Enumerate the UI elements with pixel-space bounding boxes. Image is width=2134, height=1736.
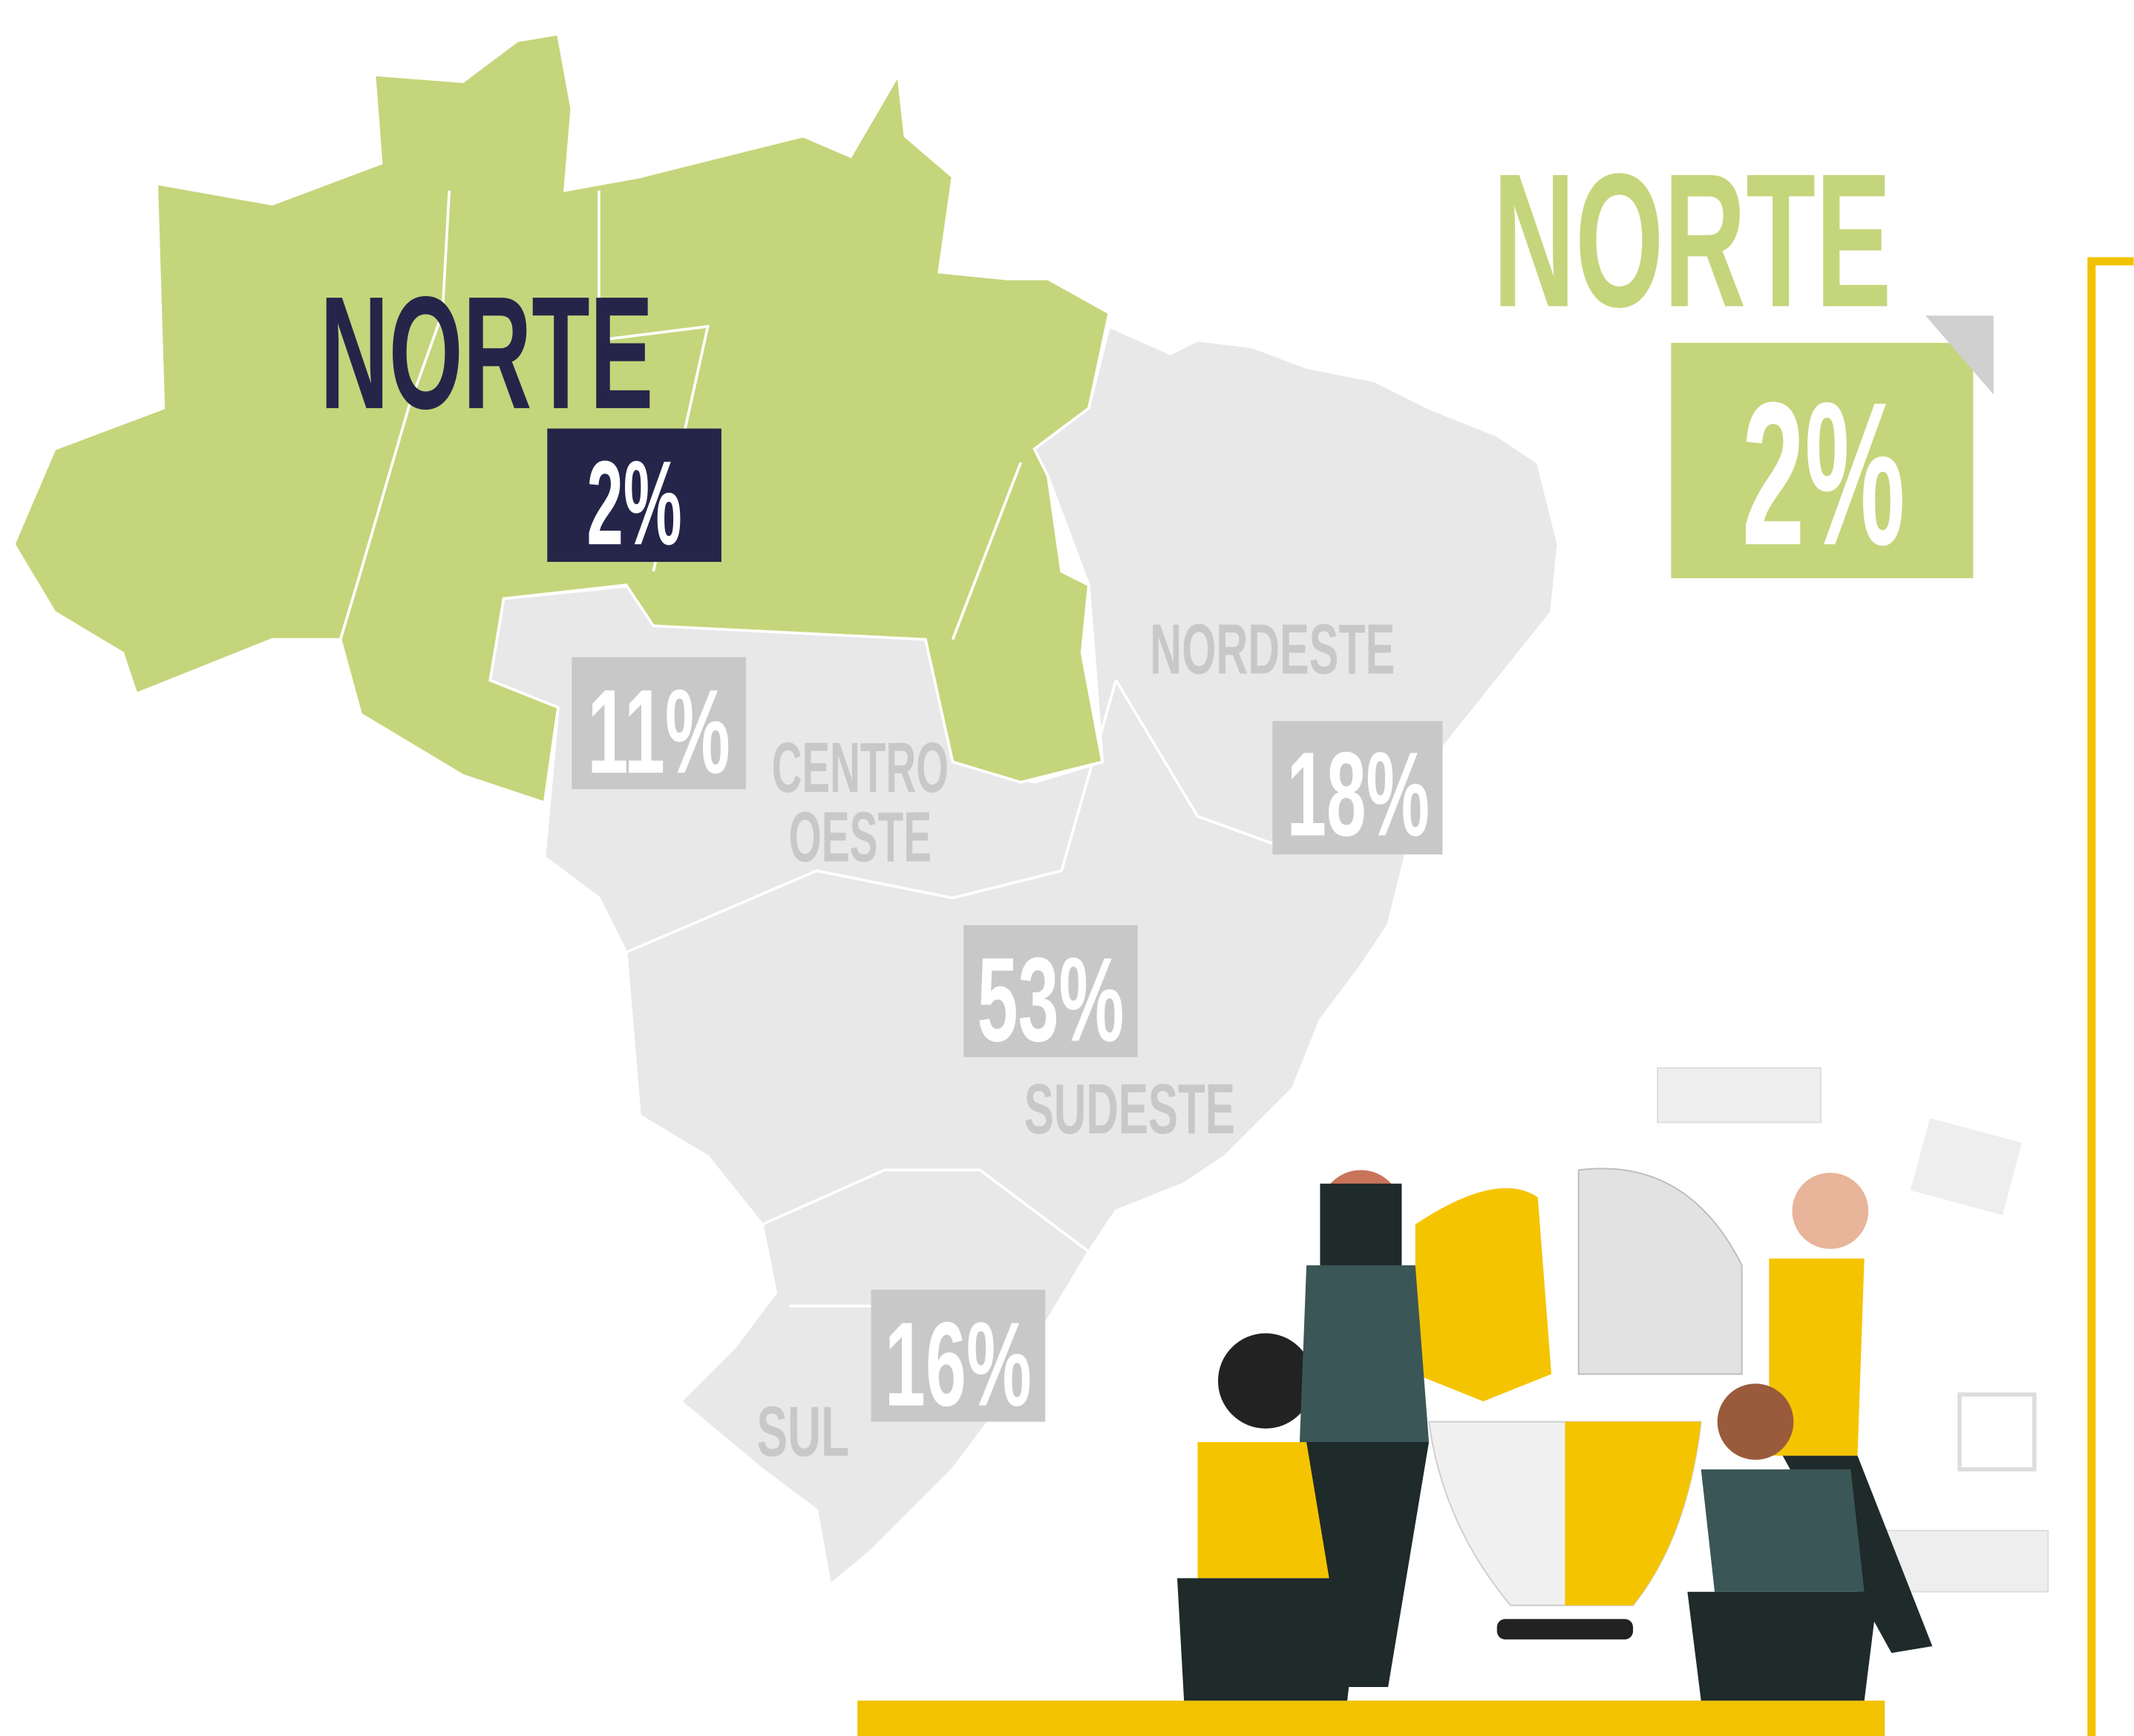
value-box [572,657,746,790]
value-box [871,1289,1046,1422]
value-box [547,428,721,563]
region-name: SUDESTE [1024,1070,1235,1149]
highlight-name: NORTE [1493,134,1891,347]
region-norte-shape [12,32,1111,805]
value-box [1272,721,1443,855]
highlight-value: 2% [1742,360,1905,588]
region-name: CENTRO [772,729,949,808]
region-value: 18% [1287,728,1430,862]
region-name: SUL [757,1392,850,1471]
state-borders [625,680,1118,954]
region-value: 53% [978,933,1125,1067]
region-name: NORDESTE [1150,610,1395,689]
highlight-box [1671,342,1974,579]
value-box [963,925,1138,1058]
region-value: 11% [587,665,730,799]
bracket-line [2087,257,2134,1736]
region-value: 2% [586,436,681,570]
state-borders [762,1168,1090,1253]
region-name: NORTE [320,263,653,442]
state-borders [338,190,451,641]
illustration [1176,1067,2049,1701]
region-name: OESTE [789,798,932,877]
state-borders [951,462,1022,641]
floor-bar [857,1700,1885,1736]
region-value: 16% [885,1298,1032,1432]
